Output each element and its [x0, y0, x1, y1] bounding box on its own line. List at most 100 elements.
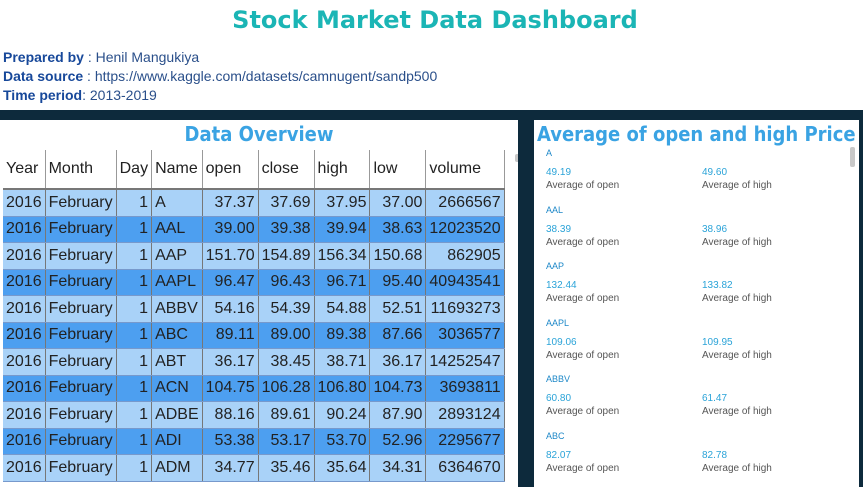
- table-cell-volume: 11693273: [425, 295, 505, 323]
- table-cell-name: AAL: [151, 216, 203, 243]
- average-open-value: 38.39: [546, 223, 572, 235]
- average-open-label: Average of open: [546, 236, 620, 248]
- column-header-month[interactable]: Month: [45, 150, 117, 190]
- prepared-by-label: Prepared by: [3, 49, 84, 65]
- table-row[interactable]: 2016 February 1 ABC 89.11 89.00 89.38 87.66 3036…: [3, 322, 505, 349]
- table-cell-volume: 40943541: [425, 269, 505, 296]
- average-open-label: Average of open: [546, 180, 620, 191]
- averages-title: Average of open and high Price: [537, 122, 856, 146]
- average-open-label: Average of open: [546, 349, 620, 361]
- average-high-label: Average of high: [702, 406, 772, 417]
- table-cell-low: 36.17: [369, 348, 427, 376]
- table-row[interactable]: 2016 February 1 ADM 34.77 35.46 35.64 34.31 6364…: [3, 454, 505, 482]
- table-cell-year: 2016: [3, 454, 46, 482]
- table-row[interactable]: 2016 February 1 AAL 39.00 39.38 39.94 38.63 1202…: [3, 216, 505, 243]
- time-period-label: Time period: [3, 87, 83, 103]
- column-header-name[interactable]: Name: [151, 150, 203, 190]
- table-cell-month: February: [45, 322, 117, 349]
- table-cell-volume: 3693811: [425, 375, 505, 402]
- table-cell-year: 2016: [3, 269, 46, 296]
- table-row[interactable]: 2016 February 1 ABBV 54.16 54.39 54.88 52.51 116…: [3, 295, 505, 323]
- data-source-value[interactable]: : https://www.kaggle.com/datasets/camnug…: [83, 68, 438, 84]
- table-row[interactable]: 2016 February 1 ABT 36.17 38.45 38.71 36.17 1425…: [3, 348, 505, 376]
- average-high-label: Average of high: [702, 180, 772, 191]
- table-cell-month: February: [45, 269, 117, 296]
- table-cell-name: ABT: [151, 348, 203, 376]
- column-header-high[interactable]: high: [314, 150, 371, 190]
- table-row[interactable]: 2016 February 1 A 37.37 37.69 37.95 37.00 266656…: [3, 189, 505, 217]
- average-high-value: 82.78: [702, 449, 728, 461]
- table-cell-volume: 3036577: [425, 322, 505, 349]
- prepared-by-value: : Henil Mangukiya: [83, 49, 200, 65]
- averages-card-list[interactable]: A 49.19 49.60 Average of open Average of hig…: [534, 148, 859, 487]
- table-cell-high: 54.88: [314, 295, 371, 323]
- card-ticker-name: ABC: [546, 430, 565, 441]
- table-cell-close: 96.43: [258, 269, 315, 296]
- table-cell-name: ADBE: [151, 401, 203, 429]
- average-card-abc: ABC 82.07 82.78 Average of open Average of h…: [546, 431, 846, 487]
- table-cell-name: A: [151, 189, 203, 217]
- average-high-label: Average of high: [702, 236, 772, 248]
- data-table-container[interactable]: Year Month Day Name open close high low volume 2…: [3, 150, 518, 487]
- column-header-open[interactable]: open: [202, 150, 259, 190]
- averages-scrollbar[interactable]: [850, 147, 855, 167]
- table-cell-name: AAP: [151, 242, 203, 270]
- table-cell-month: February: [45, 401, 117, 429]
- table-cell-low: 104.73: [369, 375, 427, 402]
- table-cell-high: 156.34: [314, 242, 371, 270]
- table-cell-month: February: [45, 348, 117, 376]
- table-cell-name: ACN: [151, 375, 203, 402]
- data-overview-title: Data Overview: [184, 122, 334, 146]
- frame-bar: [0, 110, 863, 120]
- table-cell-year: 2016: [3, 242, 46, 270]
- card-ticker-name: AAL: [546, 204, 564, 215]
- average-open-label: Average of open: [546, 293, 620, 304]
- column-header-low[interactable]: low: [369, 150, 427, 190]
- table-row[interactable]: 2016 February 1 ADI 53.38 53.17 53.70 52.96 2295…: [3, 428, 505, 455]
- table-row[interactable]: 2016 February 1 ACN 104.75 106.28 106.80 104.73…: [3, 375, 505, 402]
- table-cell-day: 1: [116, 295, 153, 323]
- column-header-year[interactable]: Year: [3, 150, 46, 190]
- average-open-value: 49.19: [546, 167, 572, 178]
- table-row[interactable]: 2016 February 1 ADBE 88.16 89.61 90.24 87.90 289…: [3, 401, 505, 429]
- data-table: Year Month Day Name open close high low volume 2…: [3, 150, 505, 482]
- table-scrollbar[interactable]: [515, 154, 518, 162]
- table-cell-high: 89.38: [314, 322, 371, 349]
- table-cell-low: 87.90: [369, 401, 427, 429]
- table-cell-close: 89.00: [258, 322, 315, 349]
- column-header-close[interactable]: close: [258, 150, 315, 190]
- average-high-value: 133.82: [702, 280, 733, 291]
- table-cell-year: 2016: [3, 216, 46, 243]
- table-cell-name: ADI: [151, 428, 203, 455]
- table-cell-name: AAPL: [151, 269, 203, 296]
- average-open-value: 82.07: [546, 449, 572, 461]
- table-cell-day: 1: [116, 375, 153, 402]
- table-cell-volume: 862905: [425, 242, 505, 270]
- table-header-row: Year Month Day Name open close high low volume: [3, 150, 505, 190]
- table-cell-high: 38.71: [314, 348, 371, 376]
- average-card-aapl: AAPL 109.06 109.95 Average of open Average o…: [546, 318, 846, 374]
- table-cell-day: 1: [116, 216, 153, 243]
- table-cell-low: 95.40: [369, 269, 427, 296]
- card-ticker-name: A: [546, 148, 553, 158]
- table-cell-month: February: [45, 375, 117, 402]
- time-period-value: : 2013-2019: [82, 87, 157, 103]
- table-cell-day: 1: [116, 269, 153, 296]
- table-cell-low: 150.68: [369, 242, 427, 270]
- table-cell-volume: 14252547: [425, 348, 505, 376]
- average-high-value: 109.95: [702, 336, 733, 348]
- table-cell-year: 2016: [3, 322, 46, 349]
- table-cell-low: 52.51: [369, 295, 427, 323]
- table-cell-low: 38.63: [369, 216, 427, 243]
- average-high-label: Average of high: [702, 293, 772, 304]
- dashboard-title: Stock Market Data Dashboard: [232, 6, 638, 34]
- averages-panel: Average of open and high Price A 49.19 49.…: [534, 120, 859, 487]
- time-period-line: Time period: 2013-2019: [3, 87, 157, 103]
- table-row[interactable]: 2016 February 1 AAPL 96.47 96.43 96.71 95.40 409…: [3, 269, 505, 296]
- table-row[interactable]: 2016 February 1 AAP 151.70 154.89 156.34 150.68…: [3, 242, 505, 270]
- column-header-day[interactable]: Day: [116, 150, 153, 190]
- table-cell-name: ABBV: [151, 295, 203, 323]
- average-open-value: 60.80: [546, 393, 572, 404]
- table-cell-close: 38.45: [258, 348, 315, 376]
- column-header-volume[interactable]: volume: [425, 150, 505, 190]
